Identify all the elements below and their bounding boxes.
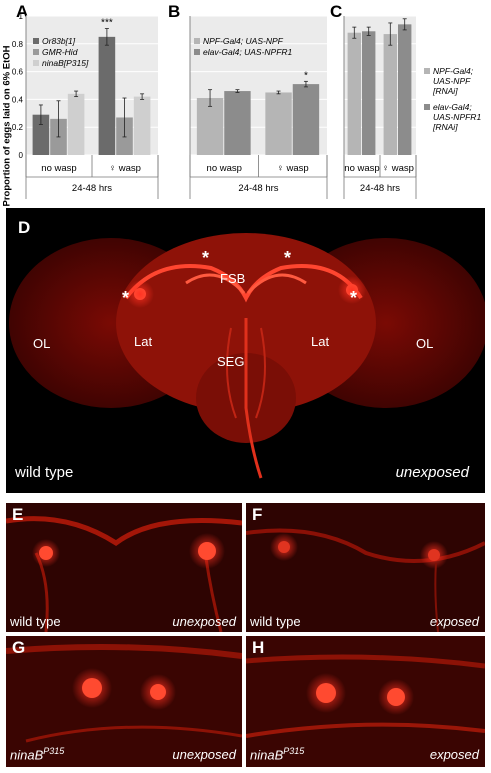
legend-swatch (33, 49, 39, 55)
legend-label: UAS-NPF (433, 76, 471, 86)
panel-g-letter: G (12, 638, 26, 657)
timeline-label: 24-48 hrs (360, 183, 400, 194)
legend-label: [RNAi] (432, 122, 458, 132)
legend-label: GMR-Hid (42, 47, 78, 57)
legend-label: elav-Gal4; (433, 102, 472, 112)
y-tick-label: 1 (19, 12, 24, 21)
x-category-label: no wasp (344, 163, 379, 174)
legend-swatch (424, 104, 430, 110)
ol-left-label: OL (33, 336, 51, 351)
panel-h-condition: exposed (429, 747, 479, 762)
x-category-label: no wasp (41, 163, 76, 174)
bar (383, 34, 397, 155)
asterisk-marker: * (284, 248, 292, 268)
legend-label: NPF-Gal4; UAS-NPF (203, 36, 284, 46)
lat-left-label: Lat (134, 334, 153, 349)
bar (362, 31, 376, 155)
legend-label: ninaB[P315] (42, 58, 89, 68)
timeline-label: 24-48 hrs (72, 183, 112, 194)
legend-label: UAS-NPFR1 (433, 112, 481, 122)
panel-g-illustration (6, 644, 242, 743)
panel-c-letter: C (330, 2, 343, 21)
panel-h-genotype: ninaBP315 (250, 746, 305, 763)
legend-swatch (33, 38, 39, 44)
y-tick-label: 0.8 (12, 40, 24, 49)
bar (265, 92, 292, 155)
legend-label: Or83b[1] (42, 36, 76, 46)
lat-right-label: Lat (311, 334, 330, 349)
legend-swatch (33, 60, 39, 66)
x-category-label: ♀ wasp (277, 163, 309, 174)
legend-label: NPF-Gal4; (433, 66, 474, 76)
panel-g-condition: unexposed (172, 747, 236, 762)
timeline-label: 24-48 hrs (238, 183, 278, 194)
x-category-label: no wasp (207, 163, 242, 174)
panel-f-illustration (246, 528, 485, 632)
panel-f-genotype: wild type (250, 614, 301, 629)
panel-e-illustration (6, 516, 242, 632)
panel-f-image: F wild type exposed (246, 503, 485, 632)
y-tick-label: 0.2 (12, 123, 24, 132)
asterisk-marker: * (202, 248, 210, 268)
panel-d-genotype: wild type (15, 464, 74, 481)
bar (133, 96, 151, 155)
legend-label: [RNAi] (432, 86, 458, 96)
bar (347, 32, 361, 155)
panel-f-condition: exposed (429, 614, 479, 629)
bar (196, 98, 224, 155)
significance-marker: * (304, 70, 308, 81)
panel-e-genotype: wild type (10, 614, 61, 629)
panel-e-letter: E (12, 505, 24, 524)
panel-d-condition: unexposed (395, 464, 469, 481)
bar (98, 36, 116, 155)
x-category-label: ♀ wasp (382, 163, 414, 174)
asterisk-marker: * (350, 288, 358, 308)
panel-e-image: E wild type unexposed (6, 503, 242, 632)
asterisk-marker: * (122, 288, 130, 308)
legend-label: elav-Gal4; UAS-NPFR1 (203, 47, 293, 57)
panel-h-illustration (246, 654, 485, 738)
panel-f-letter: F (252, 505, 263, 524)
seg-label: SEG (217, 354, 245, 369)
panel-d-letter: D (18, 218, 31, 237)
legend-swatch (194, 38, 200, 44)
panel-d-brain-image: FSB SEG Lat Lat OL OL * * * * D wild typ… (6, 208, 485, 493)
fsb-label: FSB (220, 271, 246, 286)
panel-b-letter: B (168, 2, 181, 21)
bar (32, 114, 50, 155)
bar (398, 24, 412, 156)
panel-g-image: G ninaBP315 unexposed (6, 636, 242, 767)
panel-h-letter: H (252, 638, 265, 657)
bar (224, 91, 251, 155)
panel-g-genotype: ninaBP315 (10, 746, 65, 763)
legend-swatch (194, 49, 200, 55)
bar (67, 93, 85, 155)
y-tick-label: 0.6 (12, 68, 24, 77)
significance-marker: *** (101, 18, 113, 29)
y-tick-label: 0 (19, 151, 24, 160)
brain-illustration (9, 233, 485, 479)
legend-swatch (424, 68, 430, 74)
x-category-label: ♀ wasp (109, 163, 141, 174)
bar (292, 84, 320, 155)
ol-right-label: OL (416, 336, 434, 351)
bar-charts: 0 0.2 0.4 0.6 0.8 1 *** Or83b[1]GMR-HidninaB[P3… (12, 12, 481, 199)
panel-e-condition: unexposed (172, 614, 236, 629)
panel-h-image: H ninaBP315 exposed (246, 636, 485, 767)
y-tick-label: 0.4 (12, 95, 24, 104)
panel-a-letter: A (16, 2, 29, 21)
